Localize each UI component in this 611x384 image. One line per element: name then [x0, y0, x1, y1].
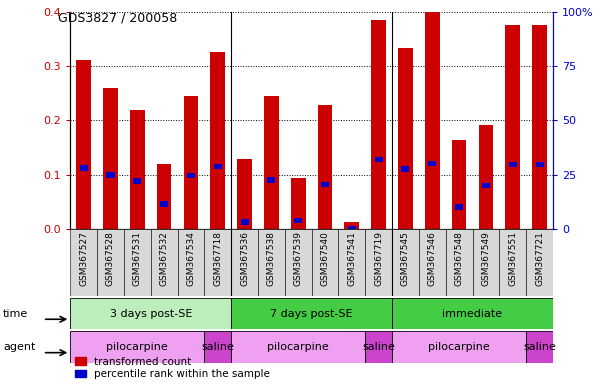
Bar — [268, 177, 276, 183]
Bar — [455, 204, 463, 210]
Text: immediate: immediate — [442, 309, 503, 319]
Bar — [472, 229, 499, 296]
Bar — [294, 218, 302, 223]
Text: GSM367545: GSM367545 — [401, 231, 410, 286]
Text: GSM367536: GSM367536 — [240, 231, 249, 286]
Bar — [160, 201, 168, 207]
Bar — [204, 331, 231, 363]
Bar — [445, 229, 472, 296]
Text: GSM367534: GSM367534 — [186, 231, 196, 286]
Text: GSM367539: GSM367539 — [294, 231, 302, 286]
Bar — [499, 229, 526, 296]
Text: time: time — [3, 309, 28, 319]
Text: pilocarpine: pilocarpine — [428, 342, 490, 352]
Text: GSM367721: GSM367721 — [535, 231, 544, 286]
Text: GSM367548: GSM367548 — [455, 231, 464, 286]
Bar — [482, 183, 490, 188]
Bar — [97, 229, 124, 296]
Bar — [214, 164, 222, 169]
Bar — [204, 229, 231, 296]
Bar — [478, 124, 493, 229]
Bar — [183, 96, 199, 229]
Bar — [231, 298, 392, 329]
Bar — [264, 96, 279, 229]
Bar — [365, 331, 392, 363]
Bar — [79, 165, 88, 171]
Bar — [365, 229, 392, 296]
Bar — [70, 229, 97, 296]
Bar — [241, 219, 249, 225]
Bar — [348, 226, 356, 232]
Bar — [345, 222, 359, 229]
Text: pilocarpine: pilocarpine — [268, 342, 329, 352]
Bar — [318, 105, 332, 229]
Text: GSM367551: GSM367551 — [508, 231, 518, 286]
Bar — [535, 162, 544, 167]
Bar — [151, 229, 178, 296]
Bar — [392, 331, 526, 363]
Text: 7 days post-SE: 7 days post-SE — [270, 309, 353, 319]
Text: GSM367540: GSM367540 — [321, 231, 329, 286]
Bar — [70, 331, 204, 363]
Bar — [231, 229, 258, 296]
Bar — [425, 12, 440, 229]
Bar — [106, 172, 114, 178]
Bar — [452, 140, 466, 229]
Text: GSM367532: GSM367532 — [159, 231, 169, 286]
Text: agent: agent — [3, 342, 35, 352]
Bar — [130, 111, 145, 229]
Text: saline: saline — [201, 342, 234, 352]
Bar — [285, 229, 312, 296]
Bar — [526, 229, 553, 296]
Bar — [187, 173, 195, 178]
Text: GSM367718: GSM367718 — [213, 231, 222, 286]
Text: GSM367541: GSM367541 — [347, 231, 356, 286]
Bar — [178, 229, 204, 296]
Text: 3 days post-SE: 3 days post-SE — [109, 309, 192, 319]
Bar — [419, 229, 445, 296]
Bar — [375, 157, 382, 162]
Bar — [210, 52, 225, 229]
Text: pilocarpine: pilocarpine — [106, 342, 168, 352]
Text: GDS3827 / 200058: GDS3827 / 200058 — [58, 12, 177, 25]
Text: GSM367528: GSM367528 — [106, 231, 115, 286]
Bar — [231, 331, 365, 363]
Bar — [133, 178, 141, 184]
Text: GSM367549: GSM367549 — [481, 231, 491, 286]
Bar — [509, 162, 517, 167]
Bar — [157, 164, 172, 229]
Text: GSM367527: GSM367527 — [79, 231, 88, 286]
Bar — [237, 159, 252, 229]
Bar — [392, 229, 419, 296]
Text: saline: saline — [523, 342, 556, 352]
Text: GSM367546: GSM367546 — [428, 231, 437, 286]
Text: GSM367719: GSM367719 — [374, 231, 383, 286]
Bar — [258, 229, 285, 296]
Bar — [338, 229, 365, 296]
Bar — [526, 331, 553, 363]
Bar — [505, 25, 520, 229]
Bar — [103, 88, 118, 229]
Bar — [291, 178, 306, 229]
Bar — [76, 60, 91, 229]
Text: saline: saline — [362, 342, 395, 352]
Text: GSM367531: GSM367531 — [133, 231, 142, 286]
Bar — [401, 166, 409, 172]
Bar — [124, 229, 151, 296]
Bar — [392, 298, 553, 329]
Bar — [398, 48, 413, 229]
Bar — [312, 229, 338, 296]
Bar — [321, 182, 329, 187]
Bar — [428, 161, 436, 166]
Text: GSM367538: GSM367538 — [267, 231, 276, 286]
Bar — [70, 298, 231, 329]
Legend: transformed count, percentile rank within the sample: transformed count, percentile rank withi… — [76, 357, 270, 379]
Bar — [371, 20, 386, 229]
Bar — [532, 25, 547, 229]
